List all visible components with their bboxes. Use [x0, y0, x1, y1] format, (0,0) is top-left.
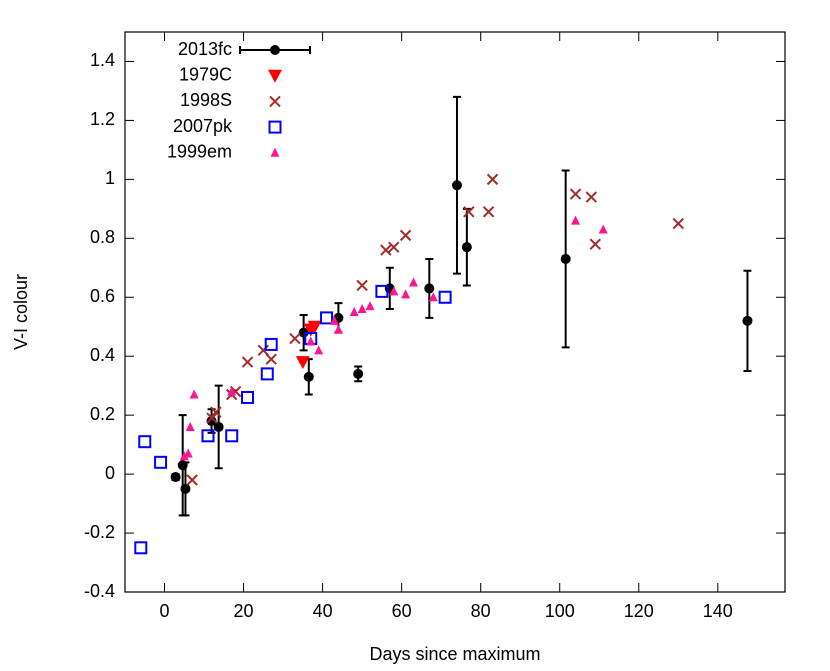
x-tick-label: 60	[392, 601, 412, 621]
point	[560, 253, 571, 264]
point	[241, 390, 255, 404]
point	[428, 292, 438, 302]
point	[186, 474, 198, 486]
point	[213, 421, 224, 432]
point	[265, 353, 277, 365]
y-tick-label: 1	[105, 168, 115, 188]
point	[260, 367, 274, 381]
y-tick-label: 0.2	[90, 404, 115, 424]
point	[356, 279, 368, 292]
point	[333, 324, 343, 334]
legend-label: 1998S	[180, 90, 232, 110]
legend-marker	[268, 69, 282, 83]
x-tick-label: 120	[624, 601, 654, 621]
y-tick-label: 0.6	[90, 286, 115, 306]
point	[598, 224, 608, 234]
point	[486, 173, 499, 186]
point	[329, 315, 339, 325]
point	[585, 191, 598, 203]
point	[289, 332, 301, 345]
legend-marker	[270, 147, 280, 157]
point	[401, 289, 411, 299]
point	[589, 238, 602, 250]
point	[451, 180, 462, 191]
point	[672, 217, 685, 230]
point	[349, 307, 359, 316]
point	[409, 277, 419, 287]
point	[189, 389, 199, 399]
y-tick-label: 0.4	[90, 345, 115, 365]
x-tick-label: 20	[234, 601, 254, 621]
x-tick-label: 0	[160, 601, 170, 621]
point	[179, 451, 189, 461]
point	[320, 311, 334, 325]
x-axis-label: Days since maximum	[369, 644, 540, 664]
point	[742, 315, 753, 326]
point	[365, 301, 375, 311]
point	[206, 412, 218, 424]
y-tick-label: -0.2	[84, 522, 115, 542]
y-tick-label: -0.4	[84, 581, 115, 601]
legend-marker	[268, 120, 282, 134]
point	[314, 345, 324, 355]
point	[306, 336, 316, 346]
point	[201, 429, 215, 443]
point	[180, 483, 191, 494]
point	[241, 356, 254, 368]
y-tick-label: 0	[105, 463, 115, 483]
point	[206, 416, 217, 427]
point	[170, 472, 181, 483]
y-tick-label: 1.2	[90, 109, 115, 129]
point	[569, 188, 582, 200]
legend-marker	[269, 95, 281, 108]
point	[380, 244, 392, 256]
point	[307, 320, 322, 334]
point	[138, 435, 152, 449]
legend-marker	[270, 45, 280, 55]
legend-label: 1999em	[167, 142, 232, 162]
point	[482, 206, 495, 218]
x-tick-label: 100	[545, 601, 575, 621]
point	[227, 386, 237, 396]
point	[183, 448, 193, 458]
point	[438, 290, 452, 304]
point	[461, 242, 472, 253]
legend-label: 1979C	[179, 64, 232, 84]
point	[303, 371, 314, 382]
y-tick-label: 0.8	[90, 227, 115, 247]
plot-frame	[124, 31, 786, 593]
y-tick-label: 1.4	[90, 50, 115, 70]
point	[295, 356, 310, 370]
legend-label: 2013fc	[178, 39, 232, 59]
x-tick-label: 140	[703, 601, 733, 621]
y-axis-label: V-I colour	[11, 274, 31, 350]
point	[424, 283, 435, 294]
point	[399, 229, 412, 242]
point	[389, 286, 399, 296]
x-tick-label: 40	[313, 601, 333, 621]
point	[210, 406, 222, 418]
point	[264, 337, 278, 351]
point	[375, 284, 389, 298]
point	[388, 241, 400, 253]
point	[571, 215, 581, 225]
point	[353, 368, 364, 379]
point	[357, 304, 367, 314]
point	[225, 429, 239, 443]
point	[185, 421, 195, 431]
point	[134, 541, 148, 555]
x-tick-label: 80	[471, 601, 491, 621]
legend-label: 2007pk	[173, 116, 233, 136]
point	[154, 455, 168, 469]
point	[463, 206, 475, 218]
